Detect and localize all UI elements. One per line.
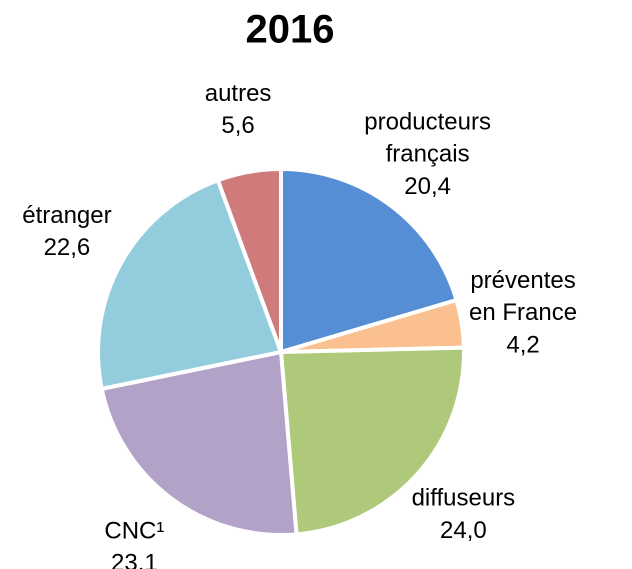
slice-label-line: autres — [205, 80, 272, 107]
slice-label-line: CNC¹ — [104, 518, 164, 545]
value-label: 4,2 — [506, 331, 539, 358]
slice-label-line: étranger — [22, 202, 111, 229]
slice-label-line: préventes — [470, 267, 575, 294]
pie-slice — [279, 166, 459, 355]
value-label: 23,1 — [111, 550, 158, 569]
value-label: 24,0 — [440, 517, 487, 544]
pie-slice — [278, 345, 466, 537]
slice-label: CNC¹ — [104, 518, 164, 545]
slice-label-line: français — [386, 141, 470, 168]
value-label: 22,6 — [44, 234, 91, 261]
pie-slice — [99, 349, 299, 537]
slice-label-line: diffuseurs — [412, 485, 516, 512]
slice-label: autres — [205, 80, 272, 107]
slice-label: étranger — [22, 202, 111, 229]
value-label: 20,4 — [404, 173, 451, 200]
slice-label: producteurs français — [364, 109, 491, 168]
slice-label-line: producteurs — [364, 109, 491, 136]
value-label: 5,6 — [221, 112, 254, 139]
chart-title: 2016 — [246, 8, 335, 52]
slice-label-line: en France — [469, 299, 577, 326]
slice-label: préventes en France — [469, 267, 577, 326]
pie-slice — [215, 166, 283, 353]
slice-label: diffuseurs — [412, 485, 516, 512]
